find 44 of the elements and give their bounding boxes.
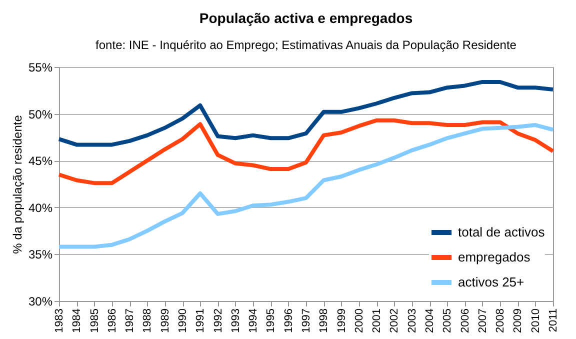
chart-subtitle: fonte: INE - Inquérito ao Emprego; Estimativas Anuais da População Residente <box>96 38 517 52</box>
x-tick-label: 2005 <box>442 308 454 333</box>
line-series <box>57 123 555 249</box>
legend-label: total de activos <box>458 224 546 240</box>
legend-label: empregados <box>458 250 531 264</box>
x-tick-label: 1988 <box>142 308 154 333</box>
x-tick-label: 1987 <box>124 308 136 333</box>
x-tick-label: 2001 <box>371 308 384 333</box>
x-tick-label: 1983 <box>54 308 66 333</box>
line-series <box>57 118 555 186</box>
legend-label: activos 25+ <box>458 274 524 290</box>
x-tick-label: 2011 <box>548 308 560 332</box>
x-tick-label: 1991 <box>194 308 207 333</box>
y-tick-label: 40% <box>28 200 53 215</box>
x-tick-label: 2010 <box>530 308 542 333</box>
x-tick-label: 2003 <box>406 308 418 333</box>
x-tick-label: 2009 <box>512 308 524 333</box>
x-tick-label: 1995 <box>265 308 278 333</box>
x-tick-label: 1985 <box>88 308 101 333</box>
x-tick-label: 1993 <box>230 308 242 333</box>
y-tick-label: 45% <box>28 154 53 168</box>
x-tick-label: 1997 <box>300 308 312 333</box>
x-tick-label: 1994 <box>248 308 260 333</box>
x-tick-label: 1998 <box>318 308 330 333</box>
x-tick-label: 1992 <box>212 308 224 333</box>
x-tick-label: 1989 <box>159 308 172 333</box>
x-tick-label: 2000 <box>353 308 366 333</box>
line-series <box>57 80 555 147</box>
y-tick-label: 35% <box>28 248 53 262</box>
chart-title: População activa e empregados <box>199 10 413 26</box>
y-tick-label: 50% <box>28 107 53 122</box>
x-tick-label: 2008 <box>494 308 507 333</box>
x-tick-label: 1986 <box>106 308 118 333</box>
x-tick-label: 1999 <box>336 308 348 333</box>
y-axis-title: % da população residente <box>10 114 24 254</box>
x-tick-label: 2002 <box>388 308 401 333</box>
x-tick-label: 2006 <box>459 308 472 333</box>
y-tick-label: 55% <box>28 60 53 74</box>
x-tick-label: 2004 <box>424 308 436 333</box>
x-tick-label: 1996 <box>282 308 295 333</box>
y-tick-label: 30% <box>28 294 53 308</box>
x-tick-label: 1984 <box>71 308 84 333</box>
x-tick-label: 1990 <box>177 308 189 333</box>
x-tick-label: 2007 <box>476 308 489 333</box>
